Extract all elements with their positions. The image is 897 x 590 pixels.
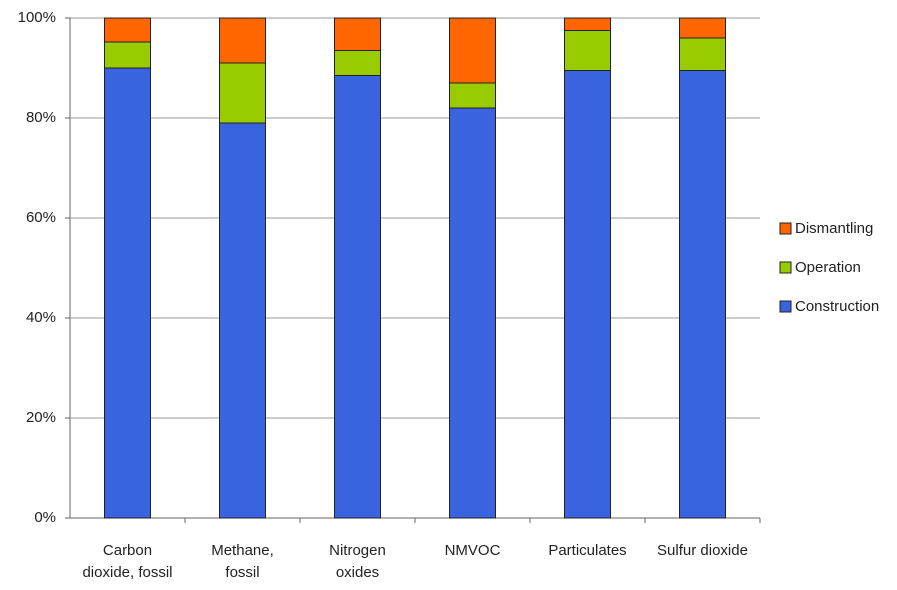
bar-segment: [449, 107, 496, 519]
y-tick-label: 60%: [26, 209, 56, 226]
x-tick-label: Nitrogen oxides: [329, 542, 386, 581]
bar-segment: [219, 17, 266, 64]
legend-swatch: [779, 300, 792, 313]
y-tick-label: 0%: [34, 509, 56, 526]
bar-segment: [449, 17, 496, 84]
y-tick-label: 40%: [26, 309, 56, 326]
bar-segment: [679, 70, 726, 519]
legend-label: Construction: [795, 298, 879, 315]
bar-segment: [564, 70, 611, 519]
x-tick-label: Sulfur dioxide: [657, 542, 748, 559]
bar-segment: [334, 17, 381, 51]
bar-segment: [104, 67, 151, 519]
x-tick-label: Carbon dioxide, fossil: [82, 542, 173, 581]
legend-swatch: [779, 261, 792, 274]
y-tick-label: 100%: [18, 9, 56, 26]
bar-segment: [219, 122, 266, 519]
legend-swatch: [779, 222, 792, 235]
y-tick-label: 20%: [26, 409, 56, 426]
bar-segment: [679, 17, 726, 39]
bar-segment: [104, 17, 151, 43]
x-tick-label: NMVOC: [444, 542, 501, 559]
bar-segment: [449, 82, 496, 109]
bar-segment: [679, 37, 726, 71]
y-tick-label: 80%: [26, 109, 56, 126]
x-tick-label: Particulates: [548, 542, 627, 559]
bar-segment: [334, 50, 381, 76]
bar-segment: [564, 17, 611, 31]
legend-label: Operation: [795, 259, 861, 276]
bar-segment: [104, 41, 151, 69]
bar-segment: [334, 75, 381, 519]
bar-segment: [564, 30, 611, 71]
x-tick-label: Methane, fossil: [211, 542, 274, 581]
bar-segment: [219, 62, 266, 124]
legend-label: Dismantling: [795, 220, 873, 237]
